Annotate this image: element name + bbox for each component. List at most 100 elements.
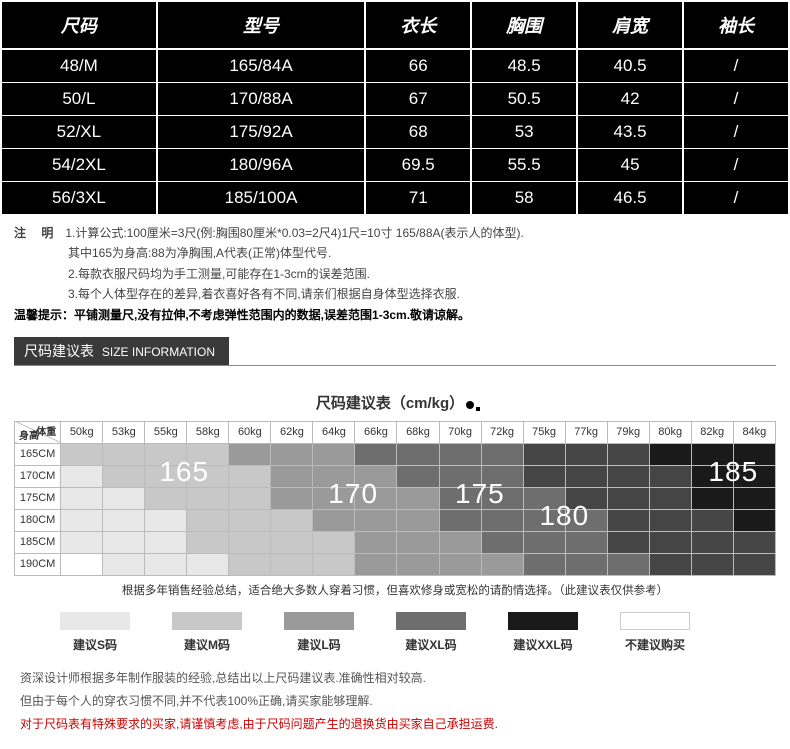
grid-cell bbox=[733, 443, 775, 465]
grid-cell bbox=[523, 465, 565, 487]
size-cell: 180/96A bbox=[157, 149, 365, 182]
grid-cell bbox=[397, 531, 439, 553]
grid-row-header: 175CM bbox=[15, 487, 61, 509]
grid-cell bbox=[103, 465, 145, 487]
grid-cell bbox=[439, 509, 481, 531]
size-header: 胸围 bbox=[471, 1, 577, 49]
rec-title-text: 尺码建议表（cm/kg） bbox=[316, 395, 464, 412]
grid-cell bbox=[649, 487, 691, 509]
grid-cell bbox=[691, 531, 733, 553]
size-cell: 175/92A bbox=[157, 116, 365, 149]
grid-cell bbox=[61, 443, 103, 465]
grid-cell bbox=[523, 509, 565, 531]
grid-cell bbox=[61, 531, 103, 553]
size-cell: 165/84A bbox=[157, 49, 365, 83]
grid-cell bbox=[607, 531, 649, 553]
section-bar-line bbox=[14, 365, 776, 366]
grid-cell bbox=[187, 553, 229, 575]
size-cell: 46.5 bbox=[577, 182, 683, 215]
grid-cell bbox=[355, 443, 397, 465]
grid-cell bbox=[733, 465, 775, 487]
size-cell: 45 bbox=[577, 149, 683, 182]
grid-cell bbox=[145, 443, 187, 465]
size-cell: 66 bbox=[365, 49, 471, 83]
section-bar-en: SIZE INFORMATION bbox=[102, 345, 215, 359]
grid-cell bbox=[61, 553, 103, 575]
grid-col-header: 66kg bbox=[355, 421, 397, 443]
grid-col-header: 62kg bbox=[271, 421, 313, 443]
grid-cell bbox=[439, 465, 481, 487]
grid-cell bbox=[145, 553, 187, 575]
size-cell: / bbox=[683, 182, 789, 215]
legend-swatch bbox=[172, 612, 242, 630]
grid-cell bbox=[523, 553, 565, 575]
grid-cell bbox=[103, 487, 145, 509]
grid-cell bbox=[229, 487, 271, 509]
grid-cell bbox=[313, 465, 355, 487]
grid-cell bbox=[607, 465, 649, 487]
notes-label: 注 明 bbox=[14, 223, 62, 243]
grid-cell bbox=[607, 487, 649, 509]
grid-row-header: 185CM bbox=[15, 531, 61, 553]
grid-col-header: 58kg bbox=[187, 421, 229, 443]
section-bar-cn: 尺码建议表 bbox=[24, 343, 94, 359]
size-cell: 42 bbox=[577, 83, 683, 116]
size-header: 肩宽 bbox=[577, 1, 683, 49]
grid-cell bbox=[607, 509, 649, 531]
legend-item: 建议XL码 bbox=[396, 612, 466, 653]
size-cell: 68 bbox=[365, 116, 471, 149]
grid-cell bbox=[481, 487, 523, 509]
grid-cell bbox=[565, 443, 607, 465]
legend-swatch bbox=[620, 612, 690, 630]
corner-bottom: 身高 bbox=[19, 427, 39, 442]
grid-cell bbox=[481, 443, 523, 465]
grid-corner: 体重身高 bbox=[15, 421, 61, 443]
footer-line-1: 资深设计师根据多年制作服装的经验,总结出以上尺码建议表.准确性相对较高. bbox=[20, 667, 770, 690]
grid-cell bbox=[145, 509, 187, 531]
grid-cell bbox=[733, 531, 775, 553]
size-cell: / bbox=[683, 83, 789, 116]
size-cell: / bbox=[683, 49, 789, 83]
grid-cell bbox=[397, 509, 439, 531]
grid-col-header: 50kg bbox=[61, 421, 103, 443]
legend-label: 不建议购买 bbox=[620, 636, 690, 653]
size-cell: 58 bbox=[471, 182, 577, 215]
grid-cell bbox=[481, 531, 523, 553]
size-cell: 52/XL bbox=[1, 116, 157, 149]
legend-label: 建议M码 bbox=[172, 636, 242, 653]
dot-icon bbox=[466, 401, 474, 409]
rec-note: 根据多年销售经验总结，适合绝大多数人穿着习惯，但喜欢修身或宽松的请酌情选择。（此… bbox=[0, 582, 790, 598]
grid-cell bbox=[187, 443, 229, 465]
grid-cell bbox=[313, 487, 355, 509]
size-cell: 54/2XL bbox=[1, 149, 157, 182]
size-cell: 53 bbox=[471, 116, 577, 149]
grid-col-header: 80kg bbox=[649, 421, 691, 443]
size-cell: / bbox=[683, 149, 789, 182]
grid-cell bbox=[187, 509, 229, 531]
grid-cell bbox=[439, 487, 481, 509]
grid-cell bbox=[691, 509, 733, 531]
grid-cell bbox=[229, 509, 271, 531]
grid-col-header: 55kg bbox=[145, 421, 187, 443]
grid-cell bbox=[271, 553, 313, 575]
grid-row-header: 170CM bbox=[15, 465, 61, 487]
footer-line-2: 但由于每个人的穿衣习惯不同,并不代表100%正确,请买家能够理解. bbox=[20, 690, 770, 713]
grid-cell bbox=[649, 443, 691, 465]
grid-cell bbox=[145, 487, 187, 509]
size-header: 尺码 bbox=[1, 1, 157, 49]
grid-cell bbox=[439, 531, 481, 553]
grid-cell bbox=[271, 443, 313, 465]
grid-cell bbox=[61, 509, 103, 531]
grid-cell bbox=[691, 487, 733, 509]
grid-cell bbox=[691, 553, 733, 575]
grid-cell bbox=[397, 443, 439, 465]
grid-cell bbox=[103, 443, 145, 465]
grid-cell bbox=[733, 487, 775, 509]
legend-label: 建议S码 bbox=[60, 636, 130, 653]
rec-title: 尺码建议表（cm/kg） bbox=[0, 392, 790, 413]
notes-block: 注 明 1.计算公式:100厘米=3尺(例:胸围80厘米*0.03=2尺4)1尺… bbox=[0, 215, 790, 331]
size-header: 型号 bbox=[157, 1, 365, 49]
grid-col-header: 79kg bbox=[607, 421, 649, 443]
size-cell: 40.5 bbox=[577, 49, 683, 83]
size-cell: 69.5 bbox=[365, 149, 471, 182]
